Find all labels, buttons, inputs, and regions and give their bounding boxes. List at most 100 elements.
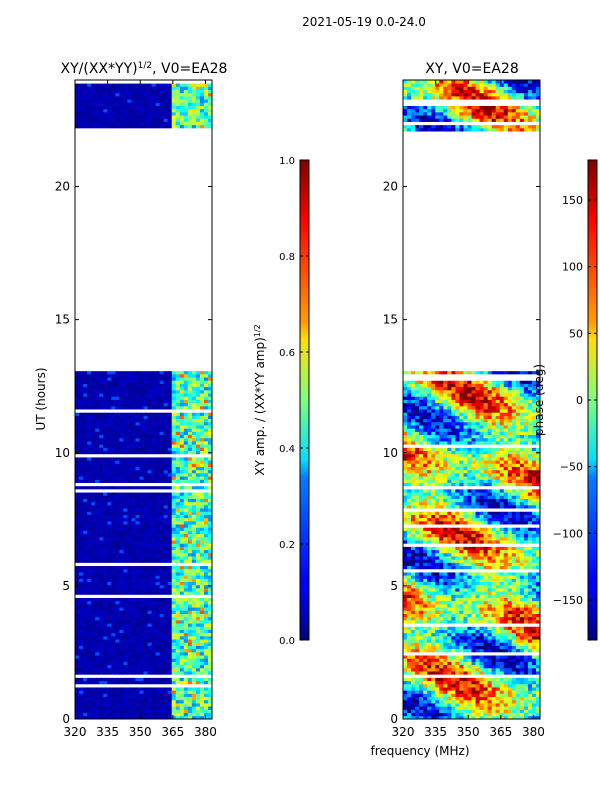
heatmap-cell (155, 437, 161, 442)
heatmap-cell (163, 648, 169, 653)
heatmap-cell (103, 322, 108, 327)
heatmap-cell (163, 341, 169, 346)
heatmap-cell (75, 533, 80, 538)
heatmap-cell (75, 687, 80, 691)
heatmap-cell (139, 504, 144, 509)
heatmap-cell (119, 393, 124, 397)
heatmap-cell (179, 421, 185, 426)
heatmap-cell (195, 485, 201, 490)
heatmap-cell (91, 661, 96, 666)
heatmap-cell (167, 559, 173, 563)
heatmap-cell (159, 680, 165, 685)
heatmap-cell (163, 297, 169, 301)
heatmap-cell (75, 594, 80, 598)
heatmap-cell (79, 492, 84, 496)
heatmap-cell (91, 297, 96, 301)
heatmap-cell (91, 501, 96, 506)
heatmap-cell (111, 332, 116, 336)
heatmap-cell (115, 655, 120, 659)
heatmap-cell (191, 699, 197, 704)
heatmap-cell (95, 667, 100, 672)
heatmap-cell (135, 485, 140, 490)
heatmap-cell (203, 667, 209, 672)
heatmap-cell (175, 552, 181, 557)
heatmap-cell (83, 428, 88, 432)
heatmap-cell (171, 332, 177, 336)
heatmap-cell (99, 511, 104, 515)
heatmap-cell (75, 655, 80, 659)
heatmap-cell (147, 357, 153, 362)
heatmap-cell (191, 338, 197, 343)
heatmap-cell (175, 600, 181, 605)
heatmap-cell (107, 274, 112, 279)
heatmap-cell (103, 562, 108, 567)
heatmap-cell (199, 354, 205, 359)
heatmap-cell (103, 581, 108, 586)
heatmap-cell (147, 415, 153, 420)
heatmap-cell (95, 524, 100, 528)
heatmap-cell (87, 508, 92, 512)
heatmap-cell (147, 562, 153, 567)
heatmap-cell (143, 517, 149, 522)
heatmap-cell (103, 434, 108, 439)
heatmap-cell (135, 450, 140, 455)
heatmap-cell (119, 310, 124, 314)
heatmap-cell (91, 316, 96, 321)
heatmap-cell (207, 626, 213, 630)
heatmap-cell (95, 568, 100, 573)
heatmap-cell (175, 536, 181, 541)
heatmap-cell (179, 495, 185, 499)
heatmap-cell (191, 482, 197, 487)
heatmap-cell (143, 348, 149, 352)
heatmap-cell (75, 405, 80, 410)
heatmap-cell (115, 508, 120, 512)
heatmap-cell (91, 607, 96, 611)
heatmap-cell (79, 658, 84, 662)
heatmap-cell (207, 524, 213, 528)
heatmap-cell (115, 594, 120, 598)
heatmap-cell (135, 313, 140, 317)
heatmap-cell (103, 556, 108, 560)
heatmap-cell (79, 450, 84, 455)
heatmap-cell (199, 709, 205, 713)
heatmap-cell (175, 479, 181, 483)
heatmap-cell (151, 287, 157, 292)
heatmap-cell (199, 680, 205, 685)
heatmap-cell (187, 351, 193, 356)
heatmap-cell (83, 335, 88, 340)
heatmap-cell (103, 540, 108, 544)
heatmap-cell (191, 463, 197, 467)
heatmap-cell (83, 310, 88, 314)
heatmap-cell (187, 482, 193, 487)
heatmap-cell (167, 444, 173, 448)
heatmap-cell (95, 386, 100, 391)
heatmap-cell (75, 492, 80, 496)
heatmap-cell (155, 300, 161, 305)
heatmap-cell (171, 329, 177, 333)
heatmap-cell (147, 607, 153, 611)
heatmap-cell (159, 409, 165, 413)
heatmap-cell (115, 357, 120, 362)
heatmap-cell (179, 262, 185, 266)
heatmap-cell (159, 562, 165, 567)
heatmap-cell (147, 335, 153, 340)
heatmap-cell (183, 428, 189, 432)
heatmap-cell (111, 661, 116, 666)
heatmap-cell (203, 453, 209, 458)
heatmap-cell (83, 322, 88, 327)
heatmap-cell (155, 504, 161, 509)
heatmap-cell (79, 348, 84, 352)
heatmap-cell (179, 556, 185, 560)
heatmap-cell (175, 575, 181, 579)
heatmap-cell (167, 562, 173, 567)
heatmap-cell (163, 715, 169, 720)
heatmap-cell (143, 415, 149, 420)
heatmap-cell (135, 290, 140, 295)
heatmap-cell (103, 409, 108, 413)
heatmap-cell (95, 610, 100, 614)
heatmap-cell (119, 303, 124, 308)
heatmap-cell (83, 271, 88, 276)
heatmap-cell (79, 373, 84, 378)
heatmap-cell (111, 591, 116, 595)
heatmap-cell (139, 303, 144, 308)
